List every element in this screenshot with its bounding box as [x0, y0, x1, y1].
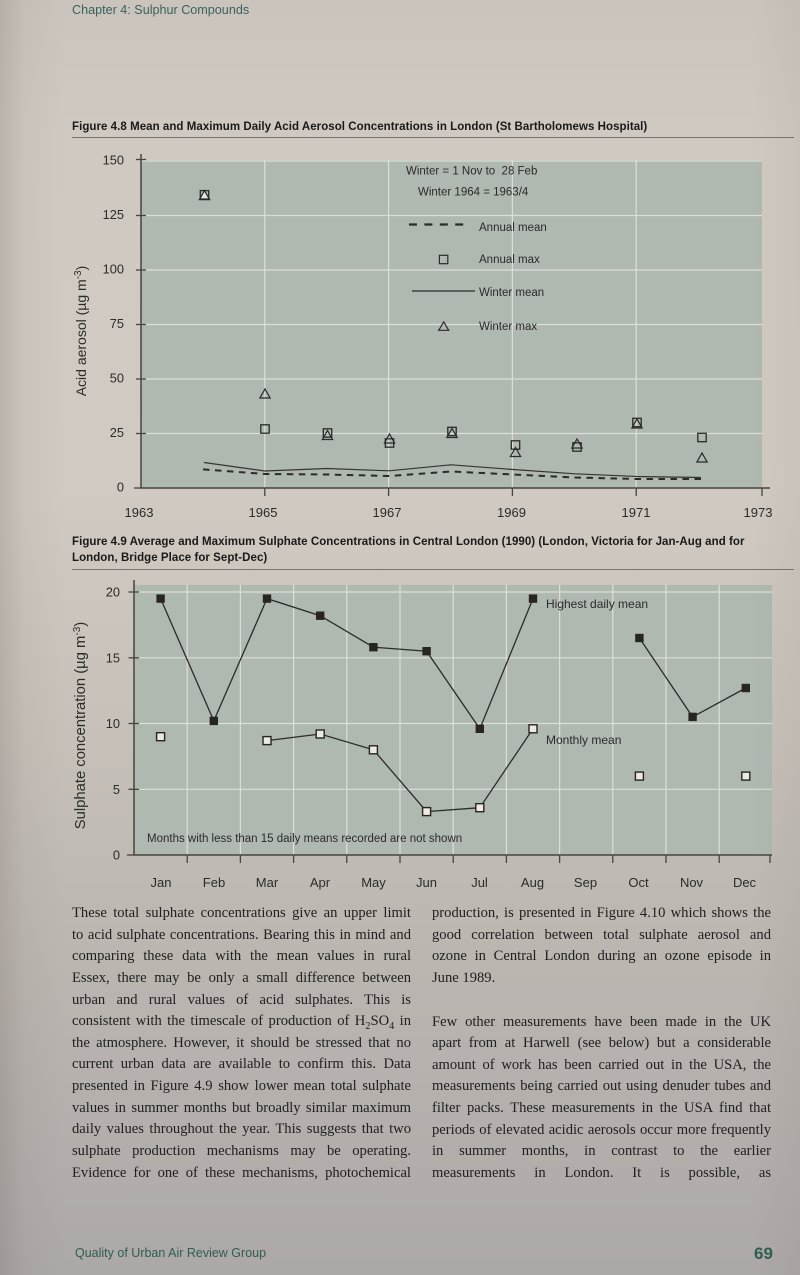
svg-text:1963: 1963	[125, 505, 154, 520]
svg-text:Sulphate concentration (µg m-3: Sulphate concentration (µg m-3)	[72, 622, 89, 830]
svg-text:0: 0	[113, 848, 120, 863]
svg-text:150: 150	[103, 153, 124, 168]
svg-text:Annual mean: Annual mean	[479, 222, 547, 234]
svg-text:Oct: Oct	[628, 875, 649, 890]
svg-text:125: 125	[103, 207, 124, 222]
svg-text:Annual max: Annual max	[479, 254, 540, 266]
svg-text:Nov: Nov	[680, 875, 704, 890]
svg-text:1969: 1969	[497, 505, 526, 520]
svg-text:50: 50	[110, 371, 124, 386]
svg-text:0: 0	[117, 480, 124, 495]
svg-text:Winter max: Winter max	[479, 321, 537, 333]
svg-text:Mar: Mar	[256, 875, 279, 890]
svg-text:Feb: Feb	[203, 875, 225, 890]
svg-text:Jun: Jun	[416, 875, 437, 890]
svg-text:Highest daily mean: Highest daily mean	[546, 597, 648, 611]
svg-text:Monthly mean: Monthly mean	[546, 733, 621, 747]
svg-text:Winter 1964 = 1963/4: Winter 1964 = 1963/4	[418, 187, 529, 199]
svg-text:Jul: Jul	[471, 875, 488, 890]
svg-text:Acid aerosol (µg m-3): Acid aerosol (µg m-3)	[73, 266, 89, 397]
svg-text:Aug: Aug	[521, 875, 544, 890]
svg-text:Winter = 1 Nov to 28 Feb: Winter = 1 Nov to 28 Feb	[406, 166, 537, 178]
svg-text:May: May	[361, 875, 386, 890]
svg-text:15: 15	[106, 650, 120, 665]
svg-text:25: 25	[110, 425, 124, 440]
svg-text:Months with less than 15 daily: Months with less than 15 daily means rec…	[147, 833, 462, 845]
svg-text:Dec: Dec	[733, 875, 757, 890]
svg-text:10: 10	[106, 716, 120, 731]
svg-text:100: 100	[103, 262, 124, 277]
svg-text:1965: 1965	[249, 505, 278, 520]
svg-text:1973: 1973	[744, 505, 773, 520]
svg-text:Winter mean: Winter mean	[479, 287, 544, 299]
svg-text:Sep: Sep	[574, 875, 597, 890]
svg-text:75: 75	[110, 316, 124, 331]
svg-text:Jan: Jan	[151, 875, 172, 890]
svg-text:1967: 1967	[373, 505, 402, 520]
svg-text:Apr: Apr	[310, 875, 331, 890]
svg-text:5: 5	[113, 782, 120, 797]
svg-text:1971: 1971	[622, 505, 651, 520]
svg-text:20: 20	[106, 585, 120, 600]
